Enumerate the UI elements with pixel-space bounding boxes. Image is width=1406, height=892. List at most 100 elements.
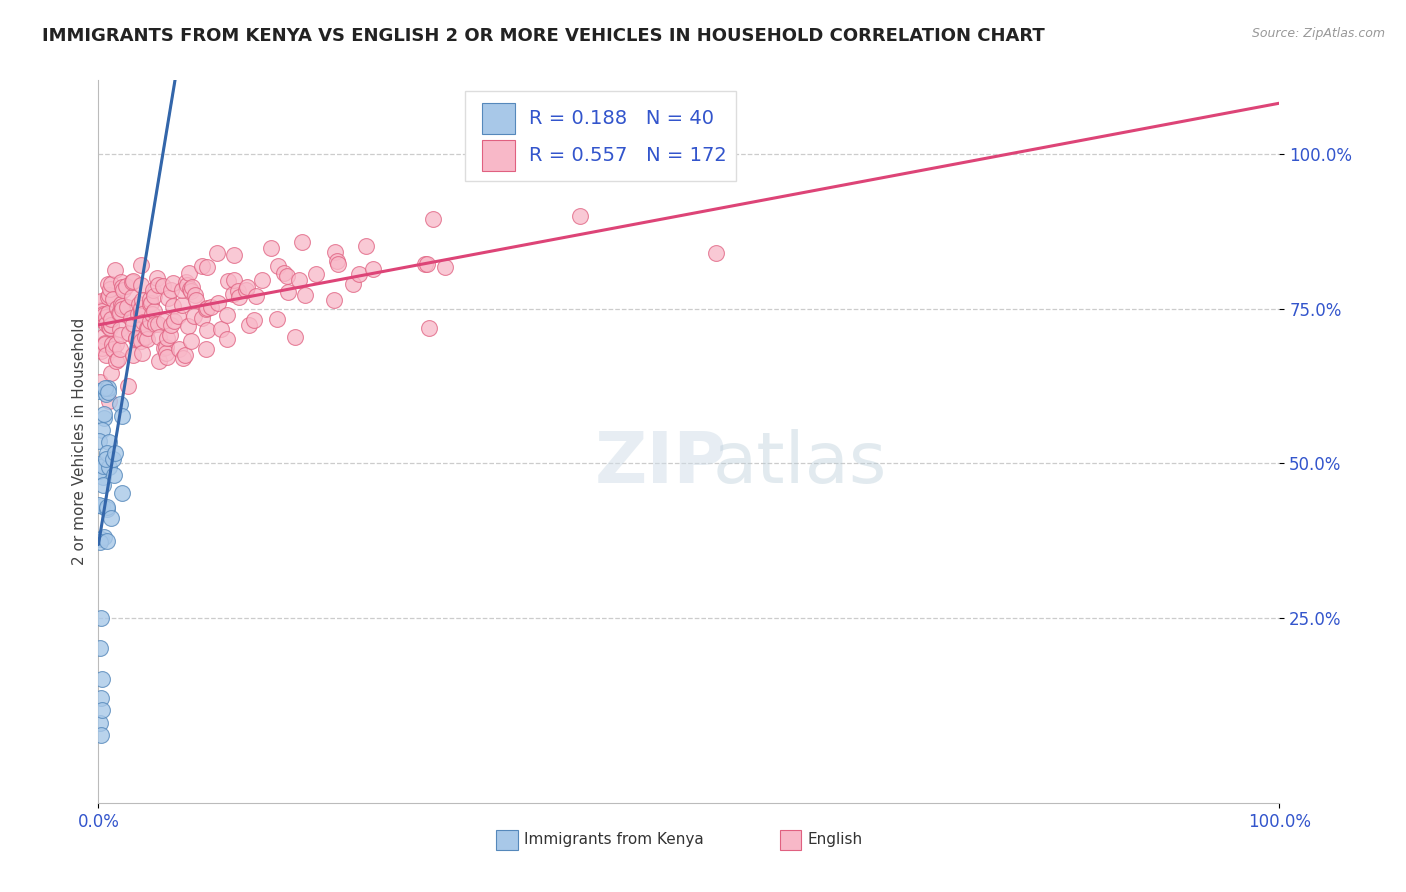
Point [156, 291, 179, 305]
Point [111, 486, 134, 500]
Point [217, 308, 239, 322]
Point [131, 301, 153, 315]
Point [155, 345, 177, 359]
Point [104, 354, 127, 368]
Point [111, 302, 134, 317]
Point [108, 306, 131, 320]
Point [226, 284, 249, 298]
Point [361, 261, 384, 276]
Point [91, 423, 114, 437]
Point [197, 323, 219, 337]
Point [142, 283, 165, 297]
Point [96, 446, 118, 460]
Point [125, 331, 148, 345]
Point [121, 290, 143, 304]
Point [91, 478, 114, 492]
Point [170, 298, 193, 312]
Point [704, 245, 727, 260]
Point [148, 330, 170, 344]
Point [97, 319, 120, 334]
Point [101, 342, 124, 356]
Point [122, 348, 145, 362]
Point [146, 278, 169, 293]
Point [98, 394, 121, 409]
Point [90, 343, 112, 358]
Point [96, 500, 118, 514]
Point [224, 248, 246, 262]
Point [104, 337, 127, 351]
Point [145, 271, 167, 285]
Point [162, 299, 184, 313]
Point [97, 460, 120, 475]
Point [97, 384, 120, 399]
Text: R = 0.557   N = 172: R = 0.557 N = 172 [530, 146, 727, 165]
Point [89, 384, 111, 398]
Point [267, 259, 290, 273]
Point [260, 242, 283, 256]
Text: R = 0.188   N = 40: R = 0.188 N = 40 [530, 109, 714, 128]
Point [326, 254, 349, 268]
Point [273, 266, 295, 280]
Point [108, 322, 131, 336]
Point [87, 464, 110, 478]
Point [354, 239, 377, 253]
Point [181, 280, 204, 294]
Point [413, 257, 436, 271]
Point [94, 387, 117, 401]
Point [104, 263, 127, 277]
Point [131, 293, 153, 307]
Point [135, 321, 157, 335]
Point [184, 288, 207, 302]
Point [108, 342, 131, 356]
Point [129, 334, 152, 349]
Point [110, 275, 132, 289]
Point [89, 295, 111, 310]
Point [111, 279, 134, 293]
Point [93, 407, 115, 421]
Point [176, 278, 198, 293]
Point [160, 318, 183, 332]
Point [91, 673, 114, 687]
Point [195, 301, 218, 315]
Point [141, 307, 163, 321]
Bar [780, 830, 801, 850]
Point [97, 277, 120, 291]
Point [108, 305, 131, 319]
Point [136, 320, 159, 334]
Point [121, 275, 143, 289]
Point [209, 322, 232, 336]
Point [98, 287, 121, 301]
Point [110, 299, 132, 313]
Point [110, 397, 132, 411]
Point [93, 411, 115, 425]
Point [434, 260, 457, 274]
Point [152, 314, 174, 328]
Point [90, 690, 112, 705]
Point [191, 310, 214, 325]
Point [284, 330, 307, 344]
Point [121, 317, 143, 331]
Point [179, 282, 201, 296]
Y-axis label: 2 or more Vehicles in Household: 2 or more Vehicles in Household [72, 318, 87, 566]
Point [100, 318, 122, 332]
Point [93, 530, 115, 544]
Point [139, 296, 162, 310]
Point [217, 273, 239, 287]
Point [114, 279, 136, 293]
Point [96, 533, 118, 548]
Point [100, 277, 122, 291]
Point [89, 641, 111, 656]
Point [276, 268, 298, 283]
Point [117, 379, 139, 393]
Point [96, 310, 118, 324]
Point [110, 328, 132, 343]
Point [96, 317, 118, 331]
Point [90, 341, 112, 355]
Point [96, 502, 118, 516]
Point [89, 457, 111, 471]
Point [148, 353, 170, 368]
Point [288, 273, 311, 287]
Point [100, 366, 122, 380]
Point [131, 346, 153, 360]
Point [91, 304, 114, 318]
